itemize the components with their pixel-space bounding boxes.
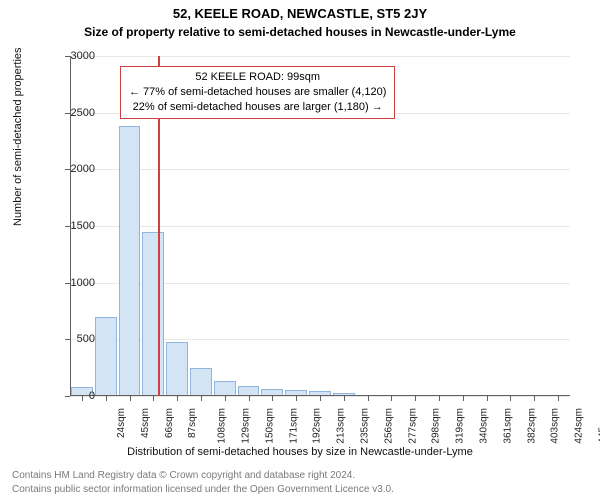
x-tick-mark (225, 396, 226, 401)
y-tick-label: 2000 (55, 163, 95, 175)
x-tick-label: 361sqm (502, 408, 513, 444)
histogram-chart: 52 KEELE ROAD: 99sqm← 77% of semi-detach… (70, 56, 570, 396)
x-tick-label: 150sqm (264, 408, 275, 444)
x-tick-label: 24sqm (116, 408, 127, 438)
x-tick-label: 108sqm (217, 408, 228, 444)
histogram-bar (142, 232, 164, 396)
x-tick-mark (487, 396, 488, 401)
x-axis-label: Distribution of semi-detached houses by … (0, 446, 600, 458)
annotation-line: 52 KEELE ROAD: 99sqm (129, 70, 386, 85)
histogram-bar (214, 381, 236, 396)
x-tick-label: 171sqm (288, 408, 299, 444)
x-tick-mark (106, 396, 107, 401)
x-tick-label: 319sqm (455, 408, 466, 444)
x-tick-mark (320, 396, 321, 401)
page-subtitle: Size of property relative to semi-detach… (0, 21, 600, 39)
x-axis (70, 395, 570, 396)
histogram-bar (166, 342, 188, 396)
x-tick-mark (368, 396, 369, 401)
y-tick-label: 1500 (55, 220, 95, 232)
histogram-bar (95, 317, 117, 396)
x-tick-mark (344, 396, 345, 401)
x-tick-mark (249, 396, 250, 401)
x-tick-mark (296, 396, 297, 401)
x-tick-mark (201, 396, 202, 401)
x-tick-label: 66sqm (164, 408, 175, 438)
x-tick-label: 340sqm (479, 408, 490, 444)
x-tick-mark (510, 396, 511, 401)
x-tick-mark (391, 396, 392, 401)
x-tick-label: 235sqm (360, 408, 371, 444)
x-tick-mark (439, 396, 440, 401)
x-tick-label: 87sqm (187, 408, 198, 438)
x-tick-label: 277sqm (407, 408, 418, 444)
annotation-line: ← 77% of semi-detached houses are smalle… (129, 85, 386, 100)
y-axis-label: Number of semi-detached properties (12, 47, 24, 226)
x-tick-mark (272, 396, 273, 401)
x-tick-mark (463, 396, 464, 401)
y-tick-label: 1000 (55, 277, 95, 289)
y-tick-label: 2500 (55, 107, 95, 119)
histogram-bar (190, 368, 212, 396)
page-title: 52, KEELE ROAD, NEWCASTLE, ST5 2JY (0, 0, 600, 21)
x-tick-label: 213sqm (336, 408, 347, 444)
x-tick-label: 382sqm (526, 408, 537, 444)
x-tick-mark (153, 396, 154, 401)
annotation-line: 22% of semi-detached houses are larger (… (129, 100, 386, 115)
y-tick-label: 500 (55, 333, 95, 345)
x-tick-mark (415, 396, 416, 401)
footer-line-1: Contains HM Land Registry data © Crown c… (12, 469, 394, 483)
x-tick-mark (177, 396, 178, 401)
histogram-bar (119, 126, 141, 396)
gridline (70, 169, 570, 170)
x-tick-label: 192sqm (312, 408, 323, 444)
x-tick-mark (130, 396, 131, 401)
gridline (70, 56, 570, 57)
gridline (70, 226, 570, 227)
x-tick-mark (534, 396, 535, 401)
x-tick-label: 424sqm (574, 408, 585, 444)
y-tick-label: 0 (55, 390, 95, 402)
footer-attribution: Contains HM Land Registry data © Crown c… (12, 469, 394, 496)
x-tick-mark (558, 396, 559, 401)
x-tick-label: 256sqm (383, 408, 394, 444)
x-tick-label: 298sqm (431, 408, 442, 444)
x-tick-label: 129sqm (241, 408, 252, 444)
annotation-box: 52 KEELE ROAD: 99sqm← 77% of semi-detach… (120, 66, 395, 119)
x-tick-label: 403sqm (550, 408, 561, 444)
x-tick-label: 45sqm (140, 408, 151, 438)
footer-line-2: Contains public sector information licen… (12, 483, 394, 497)
y-tick-label: 3000 (55, 50, 95, 62)
